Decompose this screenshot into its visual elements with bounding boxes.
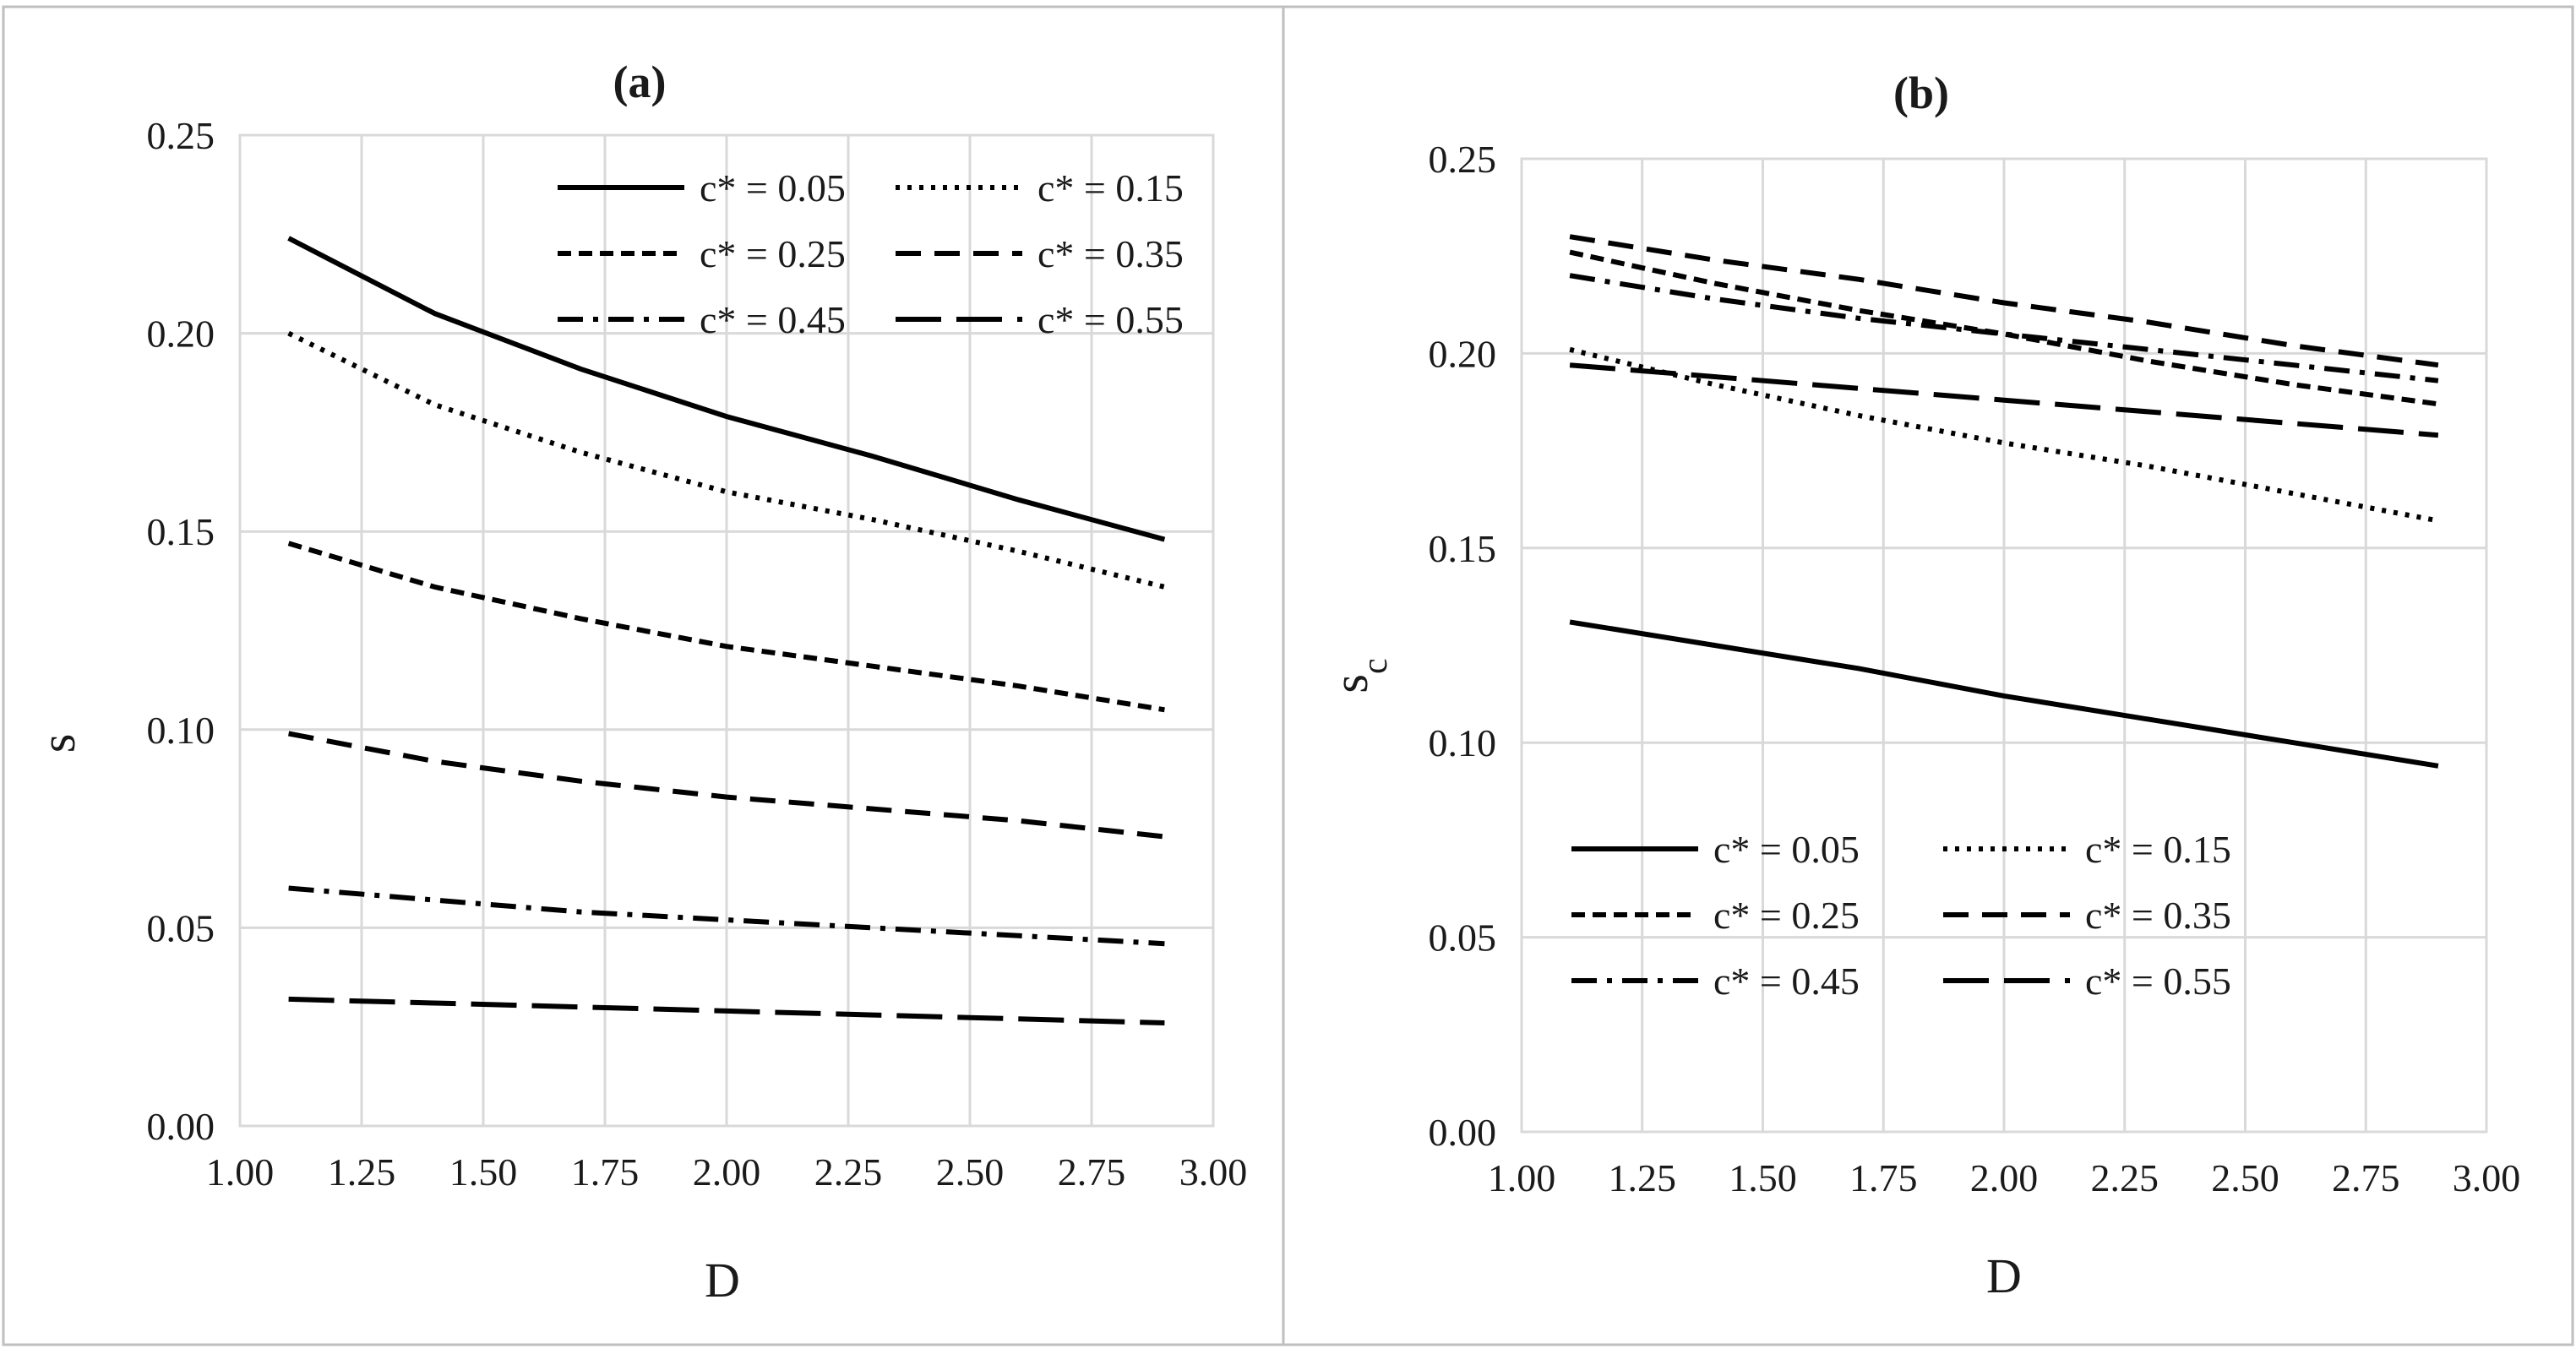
panel-b-frame [1282,5,2574,1346]
panel-a-title: (a) [613,57,667,107]
panel-b-x-tick-label: 1.00 [1488,1156,1556,1199]
panel-a-x-tick-label: 1.25 [328,1150,396,1194]
panel-b-legend-label-3: c* = 0.25 [1713,894,1860,937]
panel-b-y-tick-label: 0.10 [1429,721,1497,764]
panel-a-series-line-5 [288,885,1165,947]
panel-b-x-tick-label: 2.25 [2091,1156,2159,1199]
panel-a-x-tick-label: 1.75 [571,1150,640,1194]
panel-a-y-tick-label: 0.10 [147,709,215,752]
panel-a-y-axis-label-main: s [30,734,85,753]
panel-b-x-tick-label: 2.00 [1970,1156,2039,1199]
panel-a-plot-area [238,133,1215,1128]
panel-b-series-line-6 [1569,362,2439,438]
panel-b-x-tick-label: 3.00 [2453,1156,2521,1199]
panel-a-legend-label-4: c* = 0.35 [1037,232,1184,275]
panel-a-x-tick-label: 2.75 [1058,1150,1126,1194]
panel-b-legend-label-2: c* = 0.15 [2085,828,2231,871]
panel-a-legend-label-3: c* = 0.25 [700,232,846,275]
panel-b-plot: 1.00 1.25 1.50 1.75 2.00 2.25 2.50 2.75 3.00 0.00… [1429,138,2521,1199]
panel-a-series-line-6 [288,996,1165,1025]
panel-b-x-tick-label: 1.25 [1609,1156,1677,1199]
panel-b-x-tick-label: 1.75 [1849,1156,1918,1199]
panel-a-x-tick-label: 2.50 [936,1150,1005,1194]
panel-a-y-tick-label: 0.20 [147,313,215,356]
panel-a-x-tick-label: 1.00 [206,1150,275,1194]
panel-b-y-tick-label: 0.00 [1429,1111,1497,1154]
panel-a-y-tick-label: 0.05 [147,906,215,949]
panel-b-y-tick-label: 0.20 [1429,332,1497,375]
panel-a-legend-label-2: c* = 0.15 [1037,166,1184,209]
panel-b-title: (b) [1893,68,1949,118]
panel-a-y-tick-label: 0.25 [147,114,215,157]
panel-b-legend-label-1: c* = 0.05 [1713,828,1860,871]
panel-b-plot-area [1520,157,2488,1134]
panel-b-y-axis-label-sub: c [1356,658,1395,674]
panel-b-y-tick-label: 0.05 [1429,916,1497,960]
panel-a-y-tick-label: 0.15 [147,510,215,553]
panel-a-y-axis-label: s [30,734,85,753]
panel-b-x-tick-label: 1.50 [1729,1156,1797,1199]
panel-a-legend-label-5: c* = 0.45 [700,298,846,341]
panel-b-y-axis-label: sc [1323,658,1395,693]
panel-a-y-tick-label: 0.00 [147,1105,215,1148]
panel-b-y-tick-label: 0.25 [1429,138,1497,181]
panel-a-legend-label-1: c* = 0.05 [700,166,846,209]
panel-a-series-line-4 [288,731,1165,840]
panel-b-legend-label-5: c* = 0.45 [1713,960,1860,1003]
panel-b-series-line-3 [1569,249,2439,407]
panel-b-series-line-1 [1569,619,2439,769]
panel-a-x-tick-label: 1.50 [449,1150,518,1194]
panel-b-x-tick-label: 2.50 [2211,1156,2279,1199]
panel-b-y-tick-label: 0.15 [1429,527,1497,570]
panel-b-series-line-5 [1569,273,2439,383]
panel-a-x-tick-label: 2.00 [693,1150,761,1194]
panel-b-x-tick-label: 2.75 [2332,1156,2400,1199]
panel-a-x-tick-label: 3.00 [1179,1150,1248,1194]
panel-b-x-axis-label: D [1986,1248,2022,1303]
panel-b-y-axis-label-main: s [1323,674,1378,693]
panel-a-legend-label-6: c* = 0.55 [1037,298,1184,341]
panel-a-x-axis-label: D [705,1253,740,1308]
panel-a-plot: 1.00 1.25 1.50 1.75 2.00 2.25 2.50 2.75 3.00 0.00… [147,114,1248,1194]
panel-b-legend-label-6: c* = 0.55 [2085,960,2231,1003]
panel-a-series-line-1 [287,236,1166,542]
panel-a-series-line-3 [287,541,1165,713]
panel-a-x-tick-label: 2.25 [814,1150,883,1194]
panel-b-series-line-4 [1569,234,2439,368]
panel-b-legend-label-4: c* = 0.35 [2085,894,2231,937]
